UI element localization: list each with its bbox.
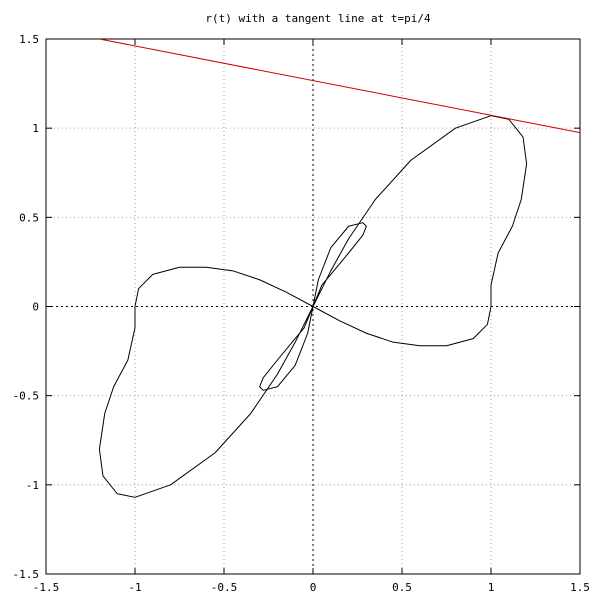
tangent-line [99, 39, 580, 134]
y-tick-label: 1.5 [19, 33, 39, 46]
tick-layer: -1.5 -1 -0.5 0 0.5 1 1.5 -1.5 -1 -0.5 0 0.5 1 1.5 [13, 33, 590, 594]
parametric-curve [98, 115, 528, 498]
y-tick-label: -1.5 [13, 568, 40, 581]
x-tick-label: -1.5 [33, 581, 60, 594]
y-tick-label: -1 [26, 479, 39, 492]
x-tick-label: 1 [488, 581, 495, 594]
series-layer [98, 39, 580, 498]
x-tick-label: -1 [128, 581, 141, 594]
chart-title: r(t) with a tangent line at t=pi/4 [205, 12, 431, 25]
x-tick-label: 0 [310, 581, 317, 594]
x-tick-label: 1.5 [570, 581, 590, 594]
y-tick-label: 0.5 [19, 211, 39, 224]
y-tick-label: -0.5 [13, 390, 40, 403]
x-tick-label: -0.5 [211, 581, 238, 594]
x-tick-label: 0.5 [392, 581, 412, 594]
y-tick-label: 1 [32, 122, 39, 135]
y-tick-label: 0 [32, 301, 39, 314]
